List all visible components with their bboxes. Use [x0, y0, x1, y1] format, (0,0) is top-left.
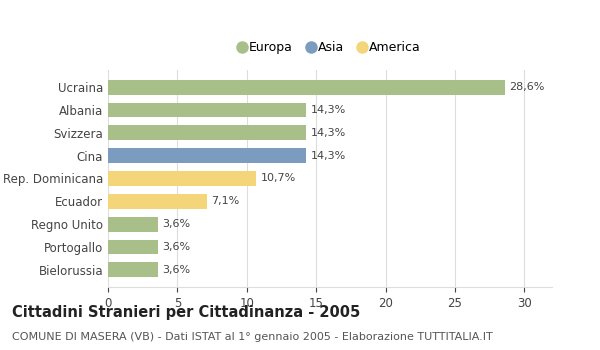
Text: 14,3%: 14,3% — [311, 105, 346, 115]
Text: 28,6%: 28,6% — [509, 82, 544, 92]
Legend: Europa, Asia, America: Europa, Asia, America — [234, 36, 426, 60]
Text: COMUNE DI MASERA (VB) - Dati ISTAT al 1° gennaio 2005 - Elaborazione TUTTITALIA.: COMUNE DI MASERA (VB) - Dati ISTAT al 1°… — [12, 332, 493, 343]
Bar — [108, 239, 158, 254]
Bar — [108, 103, 307, 118]
Text: 3,6%: 3,6% — [162, 219, 190, 229]
Text: 7,1%: 7,1% — [211, 196, 239, 206]
Bar — [108, 217, 158, 231]
Text: Cittadini Stranieri per Cittadinanza - 2005: Cittadini Stranieri per Cittadinanza - 2… — [12, 304, 360, 320]
Bar — [108, 171, 256, 186]
Bar — [108, 126, 307, 140]
Bar — [108, 194, 206, 209]
Bar — [108, 80, 505, 95]
Bar — [108, 262, 158, 277]
Text: 3,6%: 3,6% — [162, 265, 190, 275]
Text: 14,3%: 14,3% — [311, 128, 346, 138]
Bar — [108, 148, 307, 163]
Text: 3,6%: 3,6% — [162, 242, 190, 252]
Text: 14,3%: 14,3% — [311, 151, 346, 161]
Text: 10,7%: 10,7% — [260, 174, 296, 183]
